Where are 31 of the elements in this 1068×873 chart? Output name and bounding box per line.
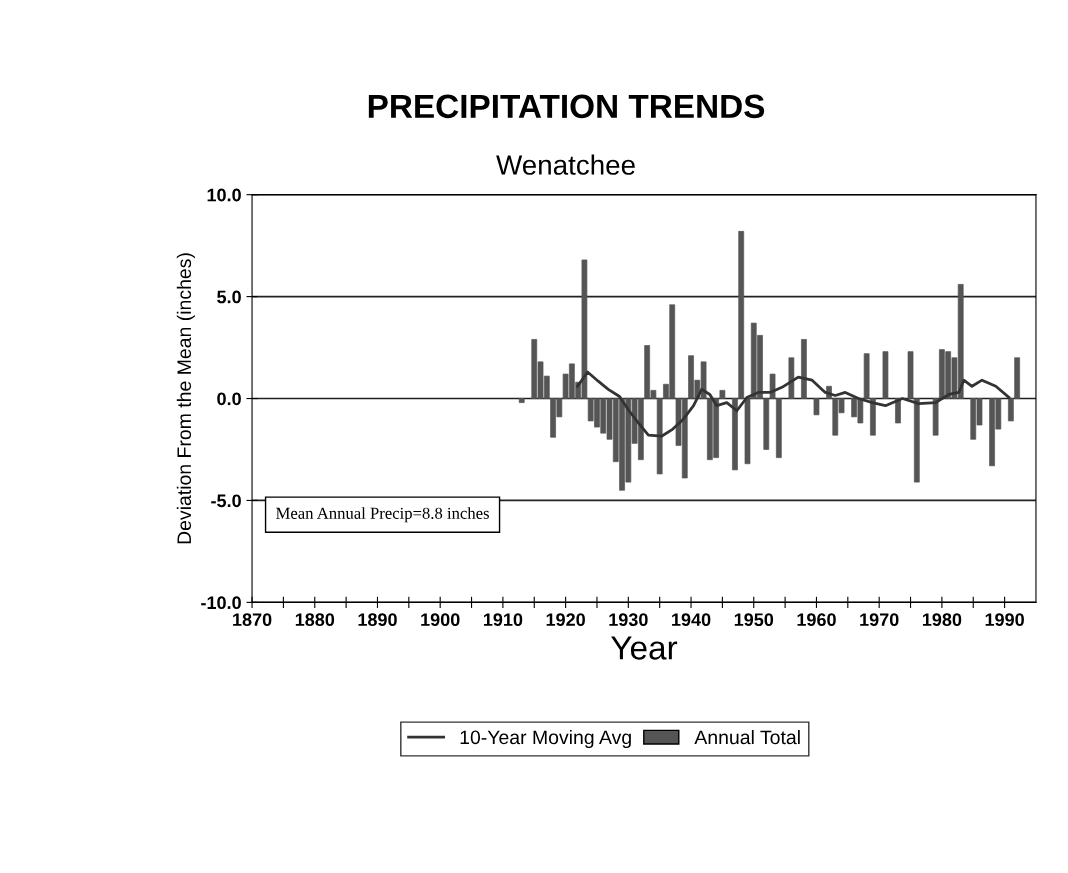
chart-subtitle: Wenatchee (496, 154, 635, 175)
annotation: Mean Annual Precip=8.8 inches (276, 507, 489, 523)
x-tick-label: 1920 (546, 613, 585, 627)
x-tick-label: 1990 (985, 613, 1024, 627)
x-tick-label: 1940 (672, 613, 711, 627)
bar (813, 398, 820, 416)
x-tick-label: 1900 (421, 613, 460, 627)
y-tick-label: 5.0 (217, 290, 241, 304)
bar (788, 357, 795, 399)
x-tick-label: 1910 (483, 613, 523, 627)
x-tick-label: 1950 (734, 613, 774, 627)
y-tick-label: -10.0 (201, 596, 241, 610)
legend-label: 10-Year Moving Avg (460, 729, 631, 749)
x-tick-label: 1960 (797, 613, 836, 627)
x-tick-label: 1870 (233, 613, 272, 627)
bar (518, 398, 525, 403)
y-tick-label: -5.0 (211, 494, 241, 508)
y-tick-label: 10.0 (207, 188, 241, 202)
x-tick-label: 1880 (295, 613, 335, 627)
x-tick-label: 1980 (922, 613, 962, 627)
legend-label: Annual Total (694, 729, 800, 745)
x-tick-label: 1930 (609, 613, 648, 627)
chart-title: PRECIPITATION TRENDS (368, 94, 765, 119)
y-tick-label: 0.0 (217, 392, 241, 406)
x-tick-label: 1890 (358, 613, 397, 627)
bar (882, 351, 889, 399)
x-axis-title: Year (611, 636, 678, 660)
bar (801, 339, 807, 399)
line-series (576, 370, 1011, 438)
x-tick-label: 1970 (860, 613, 899, 627)
y-axis-title: Deviation From the Mean (inches) (176, 253, 195, 544)
